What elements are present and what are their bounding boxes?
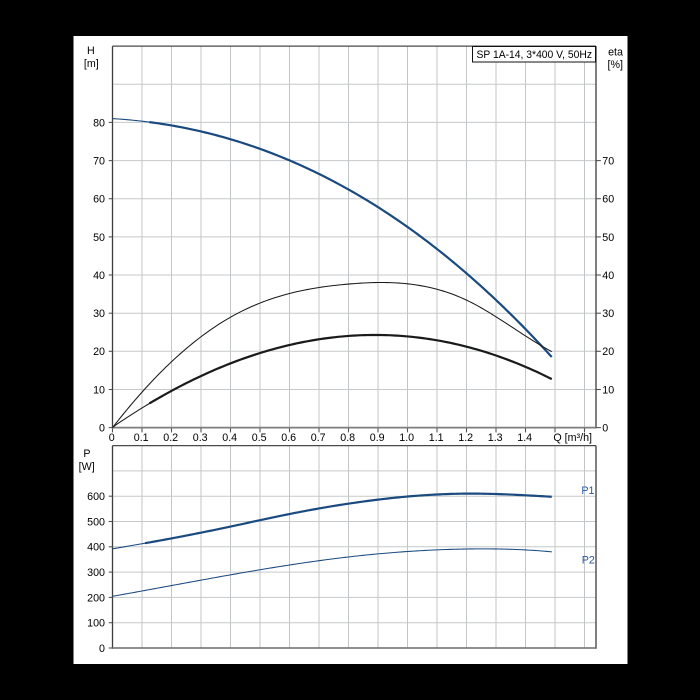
svg-text:P1: P1 (581, 485, 594, 497)
svg-text:20: 20 (602, 346, 614, 358)
svg-text:0.9: 0.9 (370, 432, 385, 444)
svg-text:20: 20 (93, 346, 105, 358)
svg-text:70: 70 (93, 156, 105, 168)
svg-text:eta: eta (608, 47, 623, 59)
svg-text:1.0: 1.0 (399, 432, 414, 444)
svg-text:0: 0 (99, 423, 105, 435)
svg-text:P: P (83, 448, 90, 460)
svg-text:40: 40 (602, 270, 614, 282)
svg-text:0.7: 0.7 (311, 432, 326, 444)
svg-text:0.2: 0.2 (163, 432, 178, 444)
svg-text:Q [m³/h]: Q [m³/h] (553, 432, 592, 444)
svg-text:0.3: 0.3 (193, 432, 208, 444)
svg-text:400: 400 (87, 542, 105, 554)
svg-text:200: 200 (87, 592, 105, 604)
svg-text:1.4: 1.4 (517, 432, 532, 444)
svg-text:0.6: 0.6 (281, 432, 296, 444)
svg-text:H: H (87, 45, 95, 57)
svg-text:P2: P2 (582, 554, 595, 566)
svg-text:0.1: 0.1 (134, 432, 149, 444)
svg-text:0.5: 0.5 (252, 432, 267, 444)
svg-text:1.2: 1.2 (458, 432, 473, 444)
svg-text:0.4: 0.4 (222, 432, 237, 444)
svg-text:0: 0 (109, 432, 115, 444)
svg-text:30: 30 (93, 308, 105, 320)
svg-text:70: 70 (602, 156, 614, 168)
svg-text:0: 0 (99, 643, 105, 655)
svg-text:0: 0 (602, 423, 608, 435)
svg-text:500: 500 (87, 516, 105, 528)
svg-text:60: 60 (93, 194, 105, 206)
svg-text:300: 300 (87, 567, 105, 579)
svg-text:[W]: [W] (79, 461, 95, 473)
svg-text:SP 1A-14, 3*400 V, 50Hz: SP 1A-14, 3*400 V, 50Hz (477, 49, 593, 61)
svg-text:80: 80 (93, 117, 105, 129)
svg-text:1.1: 1.1 (429, 432, 444, 444)
svg-text:1.3: 1.3 (488, 432, 503, 444)
svg-text:[%]: [%] (607, 59, 622, 71)
svg-text:40: 40 (93, 270, 105, 282)
svg-text:600: 600 (87, 491, 105, 503)
svg-text:[m]: [m] (84, 58, 99, 70)
svg-text:10: 10 (602, 384, 614, 396)
svg-text:50: 50 (93, 232, 105, 244)
svg-text:100: 100 (87, 618, 105, 630)
svg-text:50: 50 (602, 232, 614, 244)
svg-text:10: 10 (93, 384, 105, 396)
svg-text:30: 30 (602, 308, 614, 320)
svg-text:60: 60 (602, 194, 614, 206)
svg-text:0.8: 0.8 (340, 432, 355, 444)
